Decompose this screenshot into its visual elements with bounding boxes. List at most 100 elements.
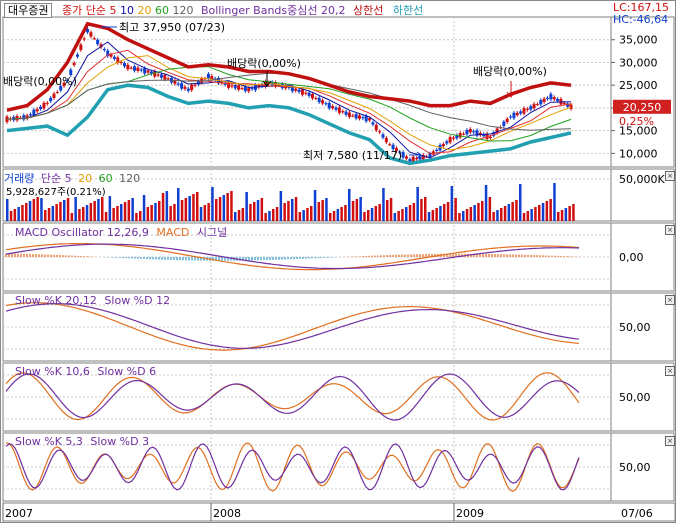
candle-body <box>241 88 244 89</box>
candle-body <box>180 83 183 88</box>
macd-histogram-bar <box>128 257 130 258</box>
candle-body <box>345 112 348 115</box>
macd-histogram-bar <box>155 257 157 259</box>
volume-bar <box>466 209 469 221</box>
price-legend: 대우증권 종가 단순 5 10 20 60 120 Bollinger Band… <box>4 2 423 18</box>
macd-histogram-bar <box>392 255 394 257</box>
stoch2-k: Slow %K 10,6 <box>15 365 90 378</box>
volume-bar <box>204 205 207 221</box>
candle-body <box>46 103 49 104</box>
volume-bar <box>565 208 568 221</box>
volume-bar <box>116 206 119 221</box>
macd-histogram-bar <box>545 255 547 257</box>
macd-histogram-bar <box>194 257 196 261</box>
macd-histogram-bar <box>23 254 25 257</box>
macd-histogram-bar <box>305 257 307 259</box>
macd-histogram-bar <box>299 257 301 259</box>
volume-bar <box>424 197 427 221</box>
macd-histogram-bar <box>113 257 115 258</box>
candle-body <box>190 85 193 90</box>
volume-bar <box>530 209 533 221</box>
volume-bar <box>523 213 526 221</box>
volume-bar <box>52 206 55 221</box>
stoch2-d: Slow %D 6 <box>97 365 156 378</box>
volume-bar <box>223 195 226 221</box>
macd-histogram-bar <box>497 254 499 257</box>
volume-bar <box>397 211 400 221</box>
volume-bar <box>508 204 511 221</box>
candle-body <box>133 66 136 70</box>
macd-histogram-bar <box>386 255 388 257</box>
volume-bar <box>188 196 191 221</box>
candle-body <box>294 89 297 91</box>
macd-histogram-bar <box>353 256 355 257</box>
candle-body <box>42 103 45 108</box>
macd-histogram-bar <box>311 257 313 258</box>
volume-bar <box>200 207 203 221</box>
macd-histogram-bar <box>317 257 319 258</box>
macd-histogram-bar <box>170 257 172 260</box>
volume-bar <box>105 212 108 221</box>
volume-bar <box>29 201 32 221</box>
volume-bar <box>333 211 336 221</box>
candle-body <box>39 107 42 109</box>
volume-bar <box>378 204 381 221</box>
volume-bar <box>420 199 423 221</box>
candle-body <box>160 74 163 77</box>
macd-close-icon[interactable]: × <box>665 225 675 235</box>
s1-d-line <box>6 304 579 349</box>
macd-histogram-bar <box>398 255 400 257</box>
macd-histogram-bar <box>77 256 79 257</box>
macd-histogram-bar <box>53 255 55 257</box>
macd-histogram-bar <box>221 257 223 261</box>
volume-bar <box>363 212 366 221</box>
volume-bar <box>413 203 416 221</box>
macd-histogram-bar <box>422 254 424 257</box>
stoch2-close-icon[interactable]: × <box>665 366 675 376</box>
stoch3-legend: Slow %K 5,3 Slow %D 3 <box>15 435 149 448</box>
candle-body <box>489 137 492 138</box>
volume-close-icon[interactable]: × <box>665 171 675 181</box>
macd-histogram-bar <box>287 257 289 259</box>
macd-histogram-bar <box>137 257 139 259</box>
candle-body <box>435 150 438 151</box>
volume-bar <box>428 212 431 221</box>
macd-histogram-bar <box>566 256 568 257</box>
macd-histogram-bar <box>302 257 304 259</box>
candle-body <box>385 138 388 142</box>
macd-histogram-bar <box>488 254 490 257</box>
volume-bar <box>48 208 51 221</box>
volume-bar <box>169 206 172 221</box>
volume-bar <box>86 205 89 221</box>
volume-bar <box>207 203 210 221</box>
candle-body <box>29 114 32 115</box>
volume-bar <box>568 206 571 221</box>
volume-bar <box>356 199 359 221</box>
price-axis-label-1: 30,000 <box>619 56 658 69</box>
candle-body <box>465 130 468 134</box>
candle-body <box>462 134 465 135</box>
candle-body <box>341 111 344 112</box>
macd-histogram-bar <box>269 257 271 260</box>
candle-body <box>167 78 170 79</box>
volume-bar <box>481 201 484 221</box>
macd-histogram-bar <box>296 257 298 259</box>
stoch3-close-icon[interactable]: × <box>665 436 675 446</box>
stoch1-close-icon[interactable]: × <box>665 295 675 305</box>
candle-body <box>556 99 559 101</box>
volume-bar <box>245 192 248 221</box>
volume-bar <box>318 202 321 221</box>
macd-histogram-bar <box>122 257 124 258</box>
stoch3-d: Slow %D 3 <box>90 435 149 448</box>
stock-name-box[interactable]: 대우증권 <box>4 3 52 18</box>
candle-body <box>331 106 334 108</box>
candle-body <box>187 89 190 91</box>
volume-bar <box>264 213 267 221</box>
volume-bar <box>546 201 549 221</box>
candle-body <box>147 70 150 72</box>
macd-histogram-bar <box>68 255 70 257</box>
volume-bar <box>67 198 70 221</box>
macd-histogram-bar <box>452 254 454 257</box>
candle-body <box>408 159 411 161</box>
